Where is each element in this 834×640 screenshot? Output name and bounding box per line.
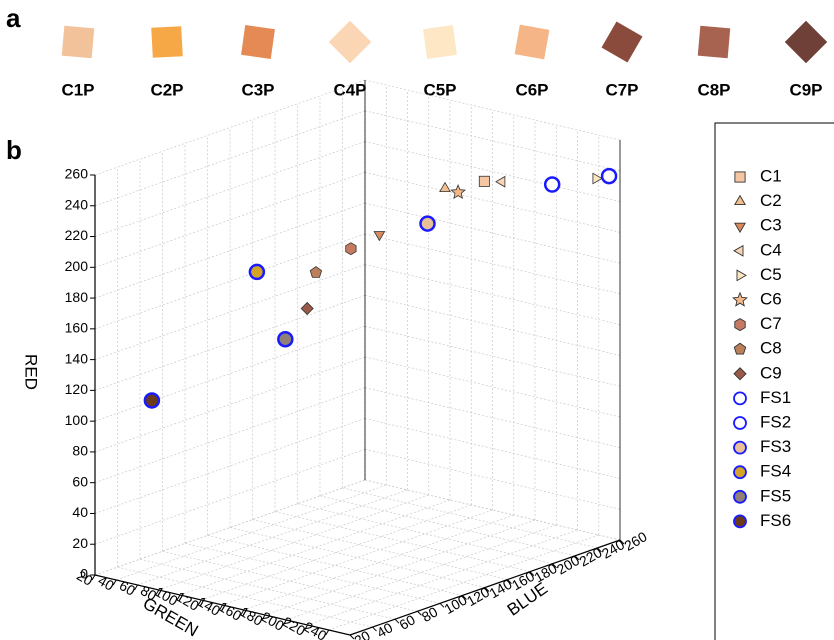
panel-label: a — [6, 3, 21, 33]
marker — [735, 196, 745, 205]
y-tick-label: 40 — [374, 619, 396, 640]
swatch — [329, 21, 371, 63]
swatch-label: C3P — [241, 80, 274, 99]
marker — [250, 265, 264, 279]
legend-label: FS3 — [760, 437, 791, 456]
z-tick-label: 40 — [72, 504, 88, 520]
marker — [278, 332, 292, 346]
z-tick-label: 240 — [65, 196, 89, 212]
marker — [734, 343, 745, 354]
marker — [374, 232, 384, 241]
legend-label: C9 — [760, 363, 782, 382]
legend-label: C4 — [760, 240, 782, 259]
y-tick-label: 20 — [351, 627, 373, 640]
legend-label: C7 — [760, 314, 782, 333]
legend-label: FS4 — [760, 462, 791, 481]
legend-label: C3 — [760, 216, 782, 235]
swatch-label: C4P — [333, 80, 366, 99]
marker — [735, 223, 745, 232]
marker — [440, 183, 450, 192]
legend-label: C1 — [760, 166, 782, 185]
marker — [602, 169, 616, 183]
x-tick-label: 240 — [301, 618, 329, 640]
y-tick-label: 80 — [419, 603, 441, 625]
legend-label: FS5 — [760, 486, 791, 505]
grid-line — [253, 520, 508, 580]
z-tick-label: 220 — [65, 227, 89, 243]
grid-line — [180, 500, 450, 595]
z-tick-label: 160 — [65, 320, 89, 336]
swatch-label: C5P — [423, 80, 456, 99]
swatch — [785, 21, 827, 63]
swatch — [151, 26, 183, 58]
z-tick-label: 100 — [65, 412, 89, 428]
z-tick-label: 180 — [65, 289, 89, 305]
swatch — [515, 25, 550, 60]
z-tick-label: 80 — [72, 443, 88, 459]
marker — [737, 270, 746, 280]
grid-line — [275, 512, 530, 572]
legend-label: FS6 — [760, 511, 791, 530]
legend-label: FS1 — [760, 388, 791, 407]
marker — [734, 392, 746, 404]
marker — [734, 466, 746, 478]
z-tick-label: 260 — [65, 166, 89, 182]
swatch — [62, 26, 95, 59]
grid-line — [343, 488, 598, 548]
marker — [733, 293, 747, 306]
grid-line — [298, 504, 553, 564]
marker — [496, 177, 505, 187]
marker — [451, 185, 465, 198]
marker — [301, 303, 313, 315]
marker — [734, 491, 746, 503]
panel-label: b — [6, 135, 22, 165]
marker — [735, 319, 745, 331]
marker — [734, 442, 746, 454]
z-tick-label: 140 — [65, 350, 89, 366]
axis-title: RED — [22, 354, 41, 390]
swatch — [241, 25, 275, 59]
marker — [593, 173, 602, 183]
legend-label: C2 — [760, 191, 782, 210]
marker — [545, 178, 559, 192]
grid-line — [208, 535, 463, 595]
legend-label: C8 — [760, 339, 782, 358]
marker — [145, 393, 159, 407]
marker — [421, 217, 435, 231]
y-tick-label: 60 — [396, 611, 418, 633]
swatch — [423, 25, 457, 59]
marker — [346, 243, 356, 255]
legend-label: C5 — [760, 265, 782, 284]
legend-label: FS2 — [760, 412, 791, 431]
swatch — [602, 22, 643, 63]
grid-line — [223, 510, 493, 605]
marker — [734, 368, 746, 380]
marker — [310, 267, 321, 278]
z-tick-label: 60 — [72, 473, 88, 489]
swatch-label: C9P — [789, 80, 822, 99]
z-tick-label: 20 — [72, 535, 88, 551]
swatch-label: C2P — [150, 80, 183, 99]
swatch-label: C1P — [61, 80, 94, 99]
z-tick-label: 200 — [65, 258, 89, 274]
legend-label: C6 — [760, 289, 782, 308]
z-tick-label: 120 — [65, 381, 89, 397]
grid-line — [185, 543, 440, 603]
grid-line — [320, 496, 575, 556]
x-tick-label: 20 — [74, 567, 96, 589]
marker — [735, 172, 745, 182]
grid-line — [230, 528, 485, 588]
swatch — [698, 26, 731, 59]
marker — [734, 515, 746, 527]
figure: a b C1PC2PC3PC4PC5PC6PC7PC8PC9P020406080… — [0, 0, 834, 640]
marker — [734, 417, 746, 429]
swatch-label: C6P — [515, 80, 548, 99]
swatch-label: C7P — [605, 80, 638, 99]
grid-line — [138, 490, 408, 585]
marker — [734, 246, 743, 256]
swatch-label: C8P — [697, 80, 730, 99]
marker — [479, 176, 489, 186]
